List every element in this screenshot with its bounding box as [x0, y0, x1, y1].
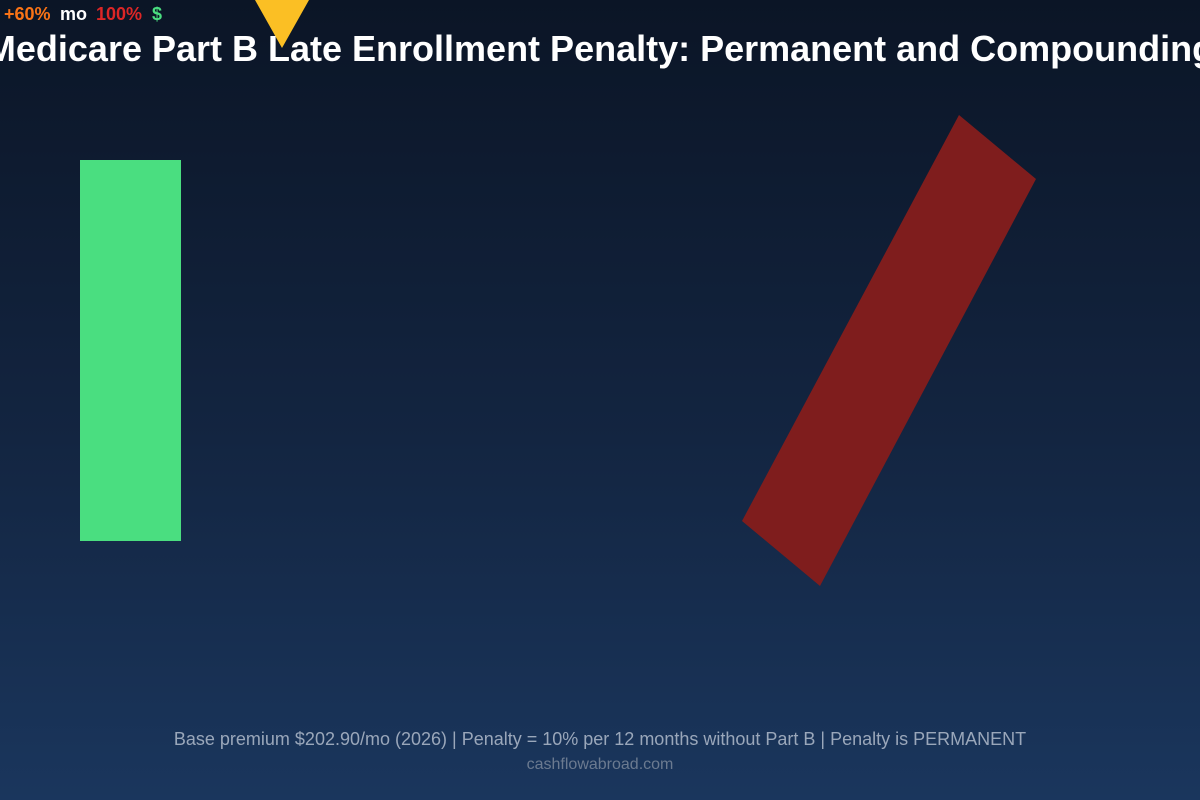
- chart-title: Medicare Part B Late Enrollment Penalty:…: [0, 28, 1200, 69]
- label-mo: mo: [60, 4, 87, 24]
- source-label: cashflowabroad.com: [526, 756, 674, 773]
- marker-triangle: [255, 0, 309, 48]
- corner-labels: +60% mo 100% $: [4, 4, 162, 24]
- label-100: 100%: [96, 4, 142, 24]
- label-dollar: $: [152, 4, 162, 24]
- bar-green: [80, 160, 181, 541]
- chart-subtitle: Base premium $202.90/mo (2026) | Penalty…: [173, 729, 1027, 749]
- label-plus-60: +60%: [4, 4, 51, 24]
- bar-red-rotated: [742, 115, 1036, 586]
